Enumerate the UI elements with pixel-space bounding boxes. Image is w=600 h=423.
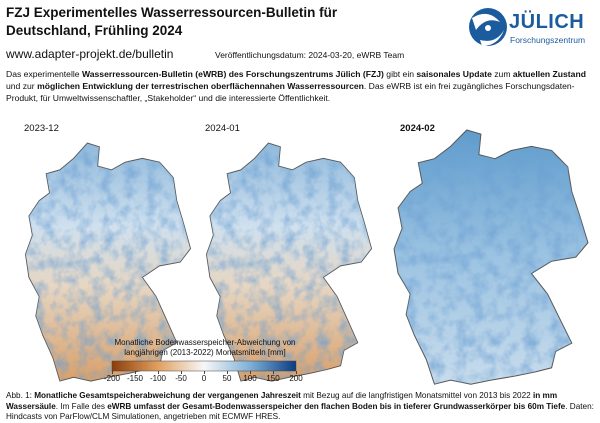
logo-subtitle: Forschungszentrum xyxy=(510,35,586,45)
text-run: und zur xyxy=(6,81,38,91)
map-label: 2023-12 xyxy=(24,123,59,134)
colorbar-tick xyxy=(204,371,205,374)
intro: Das experimentelle Wasserressourcen-Bull… xyxy=(6,68,596,104)
text-run: Abb. 1: xyxy=(6,391,35,400)
text-run: saisonales Update xyxy=(416,69,492,79)
colorbar-tick xyxy=(227,371,228,374)
text-run: . Daten: Hindcasts von ParFlow/CLM Simul… xyxy=(6,401,594,422)
title-line: FZJ Experimentelles Wasserressourcen-Bul… xyxy=(6,5,338,20)
colorbar-tick-label: 0 xyxy=(201,374,207,383)
url: www.adapter-projekt.de/bulletin xyxy=(6,47,174,61)
text-run: möglichen Entwicklung der terrestrischen… xyxy=(37,81,364,91)
logo-icon xyxy=(469,8,507,46)
colorbar-tick-label: 200 xyxy=(289,374,303,383)
colorbar-tick xyxy=(181,371,182,374)
title: FZJ Experimentelles Wasserressourcen-Bul… xyxy=(6,4,337,40)
text-run: Wasserressourcen-Bulletin (eWRB) des For… xyxy=(81,69,384,79)
colorbar-tick xyxy=(250,371,251,374)
map-label: 2024-01 xyxy=(205,123,240,134)
text-run: gibt ein xyxy=(383,69,417,79)
title-line: Deutschland, Frühling 2024 xyxy=(6,23,183,38)
text-run: Monatliche Gesamtspeicherabweichung der … xyxy=(34,391,301,400)
logo-name: JÜLICH xyxy=(509,11,585,33)
text-run: zum xyxy=(491,69,513,79)
colorbar-tick-label: -150 xyxy=(126,374,143,383)
text-run: Das experimentelle xyxy=(6,69,82,79)
colorbar-tick-label: -100 xyxy=(149,374,166,383)
colorbar-tick-label: -50 xyxy=(175,374,187,383)
colorbar-tick-label: 100 xyxy=(243,374,257,383)
colorbar-tick xyxy=(135,371,136,374)
text-run: eWRB umfasst der Gesamt-Bodenwasserspeic… xyxy=(107,401,566,411)
colorbar-tick-label: 150 xyxy=(266,374,280,383)
publication: Veröffentlichungsdatum: 2024-03-20, eWRB… xyxy=(215,50,405,60)
text-run: . Das eWRB ist ein frei zugängliches For… xyxy=(6,81,575,103)
colorbar-tick xyxy=(158,371,159,374)
map-label: 2024-02 xyxy=(400,123,435,134)
colorbar-tick xyxy=(273,371,274,374)
colorbar-title-line: langjährigen (2013-2022) Monatsmitteln [… xyxy=(124,348,286,357)
colorbar-tick-label: 50 xyxy=(222,374,232,383)
colorbar xyxy=(111,360,297,372)
colorbar-tick xyxy=(296,371,297,374)
text-run: aktuellen Zustand xyxy=(512,69,586,79)
colorbar-tick-label: -200 xyxy=(103,374,120,383)
text-run: in mm Wassersäule xyxy=(6,391,558,411)
text-run: . Im Falle des xyxy=(55,401,108,411)
text-run: mit Bezug auf die langfristigen Monatsmi… xyxy=(300,391,533,400)
map xyxy=(393,128,589,386)
colorbar-title: Monatliche Bodenwasserspeicher-Abweichun… xyxy=(90,338,320,358)
colorbar-tick xyxy=(112,371,113,374)
colorbar-title-line: Monatliche Bodenwasserspeicher-Abweichun… xyxy=(114,338,296,347)
caption: Abb. 1: Monatliche Gesamtspeicherabweich… xyxy=(6,391,596,423)
